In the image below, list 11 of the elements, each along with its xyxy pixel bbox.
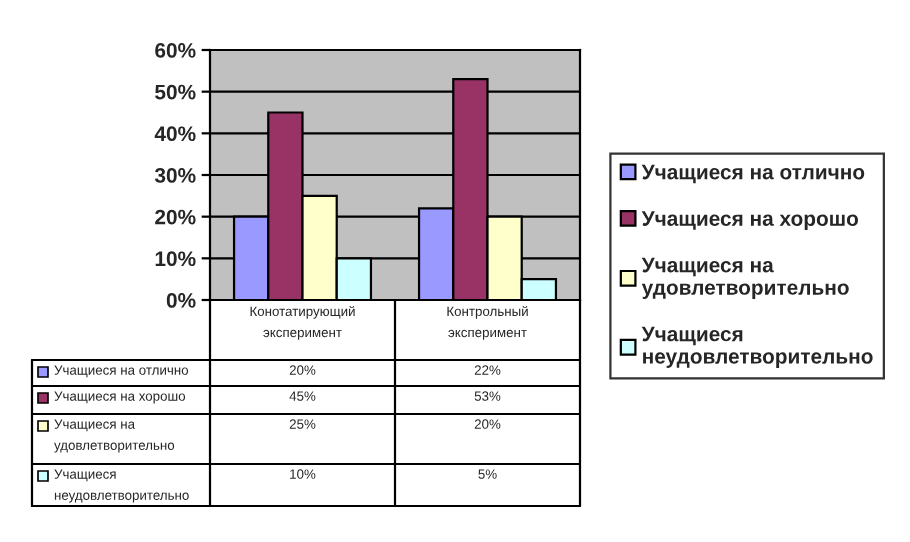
text: Учащиеся на хорошо [641,211,858,231]
y-tick-label: 20% [155,209,196,225]
legend-label: Учащиеся на удовлетворительно [641,257,849,299]
y-tick-label: 60% [155,43,196,58]
text: Учащиеся на отлично [641,164,865,184]
y-tick-label: 30% [154,168,196,183]
legend-label: Учащиеся неудовлетворительно [641,326,873,368]
y-tick-label: 50% [155,84,196,100]
y-tick-label: 10% [155,251,196,267]
y-tick-label: 0% [166,293,196,308]
y-tick-label: 40% [154,126,196,142]
